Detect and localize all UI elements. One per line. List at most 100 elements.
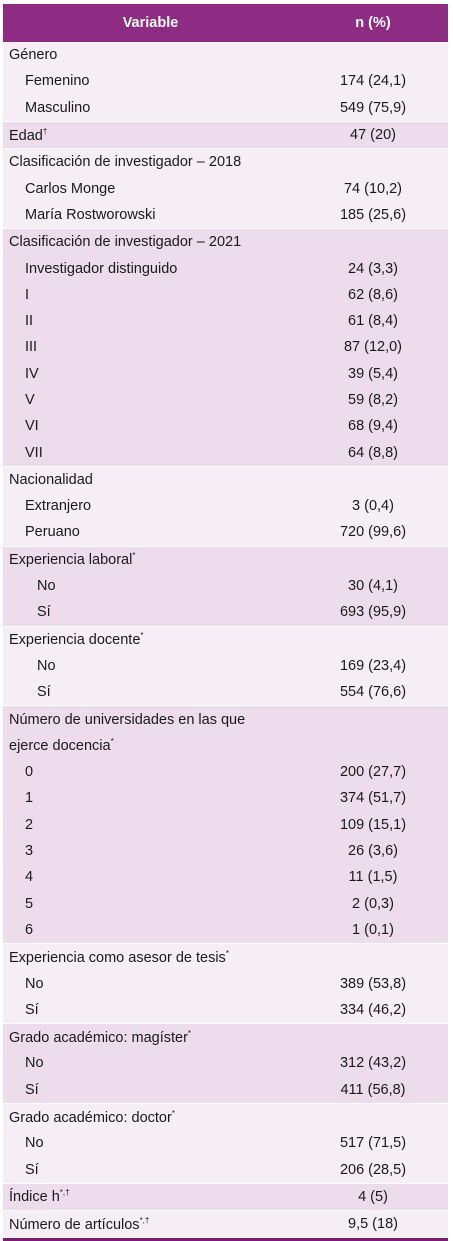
row-value: 2 (0,3): [352, 895, 394, 912]
footnote-mark: *,†: [59, 1188, 70, 1198]
group-nacionalidad: Nacionalidad Extranjero 3 (0,4) Peruano 72…: [3, 466, 448, 547]
row-value: 26 (3,6): [348, 843, 398, 860]
row-label: 6: [25, 921, 34, 938]
footnote-mark: *: [171, 1108, 175, 1118]
row-value: 169 (23,4): [339, 657, 407, 674]
footnote-mark: *: [110, 737, 114, 747]
row-label: Género: [9, 47, 58, 64]
row-value: 9,5 (18): [348, 1216, 398, 1233]
row-label: III: [25, 339, 38, 356]
row-value: 517 (71,5): [339, 1135, 407, 1152]
row-value: 3 (0,4): [352, 498, 394, 515]
group-numero-articulos: Número de artículos*,† 9,5 (18): [3, 1211, 448, 1239]
row-label: 1: [25, 790, 34, 807]
row-value: 693 (95,9): [339, 604, 407, 621]
row-label: VII: [25, 444, 43, 461]
row-value: 62 (8,6): [348, 286, 398, 303]
footnote-mark: *: [132, 551, 136, 561]
row-label: Nacionalidad: [9, 471, 93, 488]
group-indice-h: Índice h*,† 4 (5): [3, 1183, 448, 1212]
footnote-mark: *: [140, 631, 144, 641]
row-value: 11 (1,5): [348, 869, 398, 886]
row-label: Masculino: [25, 99, 91, 116]
row-value: 1 (0,1): [352, 921, 394, 938]
row-value: 59 (8,2): [348, 392, 398, 408]
row-value: 24 (3,3): [348, 260, 398, 277]
row-value: 374 (51,7): [339, 790, 407, 807]
row-value: 185 (25,6): [339, 206, 407, 223]
row-label: V: [25, 392, 35, 408]
row-label: Sí: [25, 1081, 39, 1098]
footnote-mark: *: [225, 948, 229, 958]
row-value: 109 (15,1): [339, 816, 407, 833]
row-label: Experiencia docente*: [9, 631, 144, 649]
row-label: II: [25, 313, 34, 330]
row-label: Sí: [25, 1161, 39, 1178]
row-label: ejerce docencia*: [9, 737, 114, 755]
header-n-percent: n (%): [355, 15, 391, 31]
row-label: Femenino: [25, 73, 90, 90]
row-label: 0: [25, 764, 34, 781]
row-value: 720 (99,6): [339, 524, 407, 541]
row-value: 206 (28,5): [339, 1161, 407, 1178]
row-label: Experiencia laboral*: [9, 551, 136, 569]
group-clasificacion-2021: Clasificación de investigador – 2021 Inv…: [3, 229, 448, 467]
row-value: 30 (4,1): [348, 578, 398, 595]
row-label: Sí: [25, 1001, 39, 1018]
row-label: Clasificación de investigador – 2021: [9, 234, 242, 251]
row-label: María Rostworowski: [25, 206, 156, 223]
row-label: No: [25, 975, 44, 992]
row-label: No: [25, 1135, 44, 1152]
group-edad: Edad† 47 (20): [3, 121, 448, 150]
group-experiencia-docente: Experiencia docente* No 169 (23,4) Sí 554 …: [3, 626, 448, 707]
row-value: 549 (75,9): [339, 99, 407, 116]
row-value: 47 (20): [350, 127, 396, 144]
table-header: Variable n (%): [3, 4, 448, 42]
group-asesor-tesis: Experiencia como asesor de tesis* No 389 …: [3, 944, 448, 1024]
row-value: 174 (24,1): [339, 73, 407, 90]
row-label: Investigador distinguido: [25, 260, 178, 277]
row-label: Clasificación de investigador – 2018: [9, 154, 242, 171]
row-value: 389 (53,8): [339, 975, 407, 992]
row-value: 312 (43,2): [339, 1055, 407, 1072]
footnote-mark: *: [187, 1028, 192, 1038]
row-label: IV: [25, 365, 39, 382]
footnote-mark: †: [42, 126, 48, 136]
group-grado-magister: Grado académico: magíster* No 312 (43,2) …: [3, 1023, 448, 1104]
row-label: No: [25, 1055, 44, 1072]
group-grado-doctor: Grado académico: doctor* No 517 (71,5) Sí…: [3, 1103, 448, 1184]
row-label: Extranjero: [25, 498, 92, 515]
row-label: 5: [25, 895, 34, 912]
row-value: 87 (12,0): [343, 339, 403, 356]
group-experiencia-laboral: Experiencia laboral* No 30 (4,1) Sí 693 (9…: [3, 546, 448, 627]
row-value: 68 (9,4): [348, 418, 398, 435]
row-label: Grado académico: doctor*: [9, 1108, 175, 1126]
row-value: 200 (27,7): [339, 764, 407, 781]
row-label: 4: [25, 869, 34, 886]
footnote-mark: *,†: [139, 1215, 150, 1225]
row-label: VI: [25, 418, 39, 435]
row-label: Experiencia como asesor de tesis*: [9, 948, 229, 966]
row-label: No: [37, 657, 56, 674]
group-genero: Género Femenino 174 (24,1) Masculino 549 (…: [3, 42, 448, 122]
row-label: Grado académico: magíster*: [9, 1028, 192, 1046]
row-label: 2: [25, 816, 34, 833]
row-value: 411 (56,8): [340, 1081, 406, 1098]
row-value: 74 (10,2): [343, 180, 403, 197]
row-label: Carlos Monge: [25, 180, 116, 197]
row-label: Número de universidades en las que: [9, 711, 246, 728]
row-label: I: [25, 286, 30, 303]
row-label: Número de artículos*,†: [9, 1215, 150, 1233]
group-clasificacion-2018: Clasificación de investigador – 2018 Car…: [3, 149, 448, 230]
row-label: Sí: [37, 684, 51, 701]
row-label: No: [37, 578, 56, 595]
row-value: 39 (5,4): [348, 365, 398, 382]
row-label: Edad†: [9, 126, 48, 144]
row-label: Índice h*,†: [9, 1188, 70, 1206]
results-table: Variable n (%) Género Femenino 174 (24,1)…: [3, 4, 448, 1241]
group-numero-universidades: Número de universidades en las que ejerc…: [3, 706, 448, 945]
row-value: 4 (5): [358, 1188, 388, 1205]
row-label: Peruano: [25, 524, 80, 541]
header-variable: Variable: [122, 15, 179, 31]
